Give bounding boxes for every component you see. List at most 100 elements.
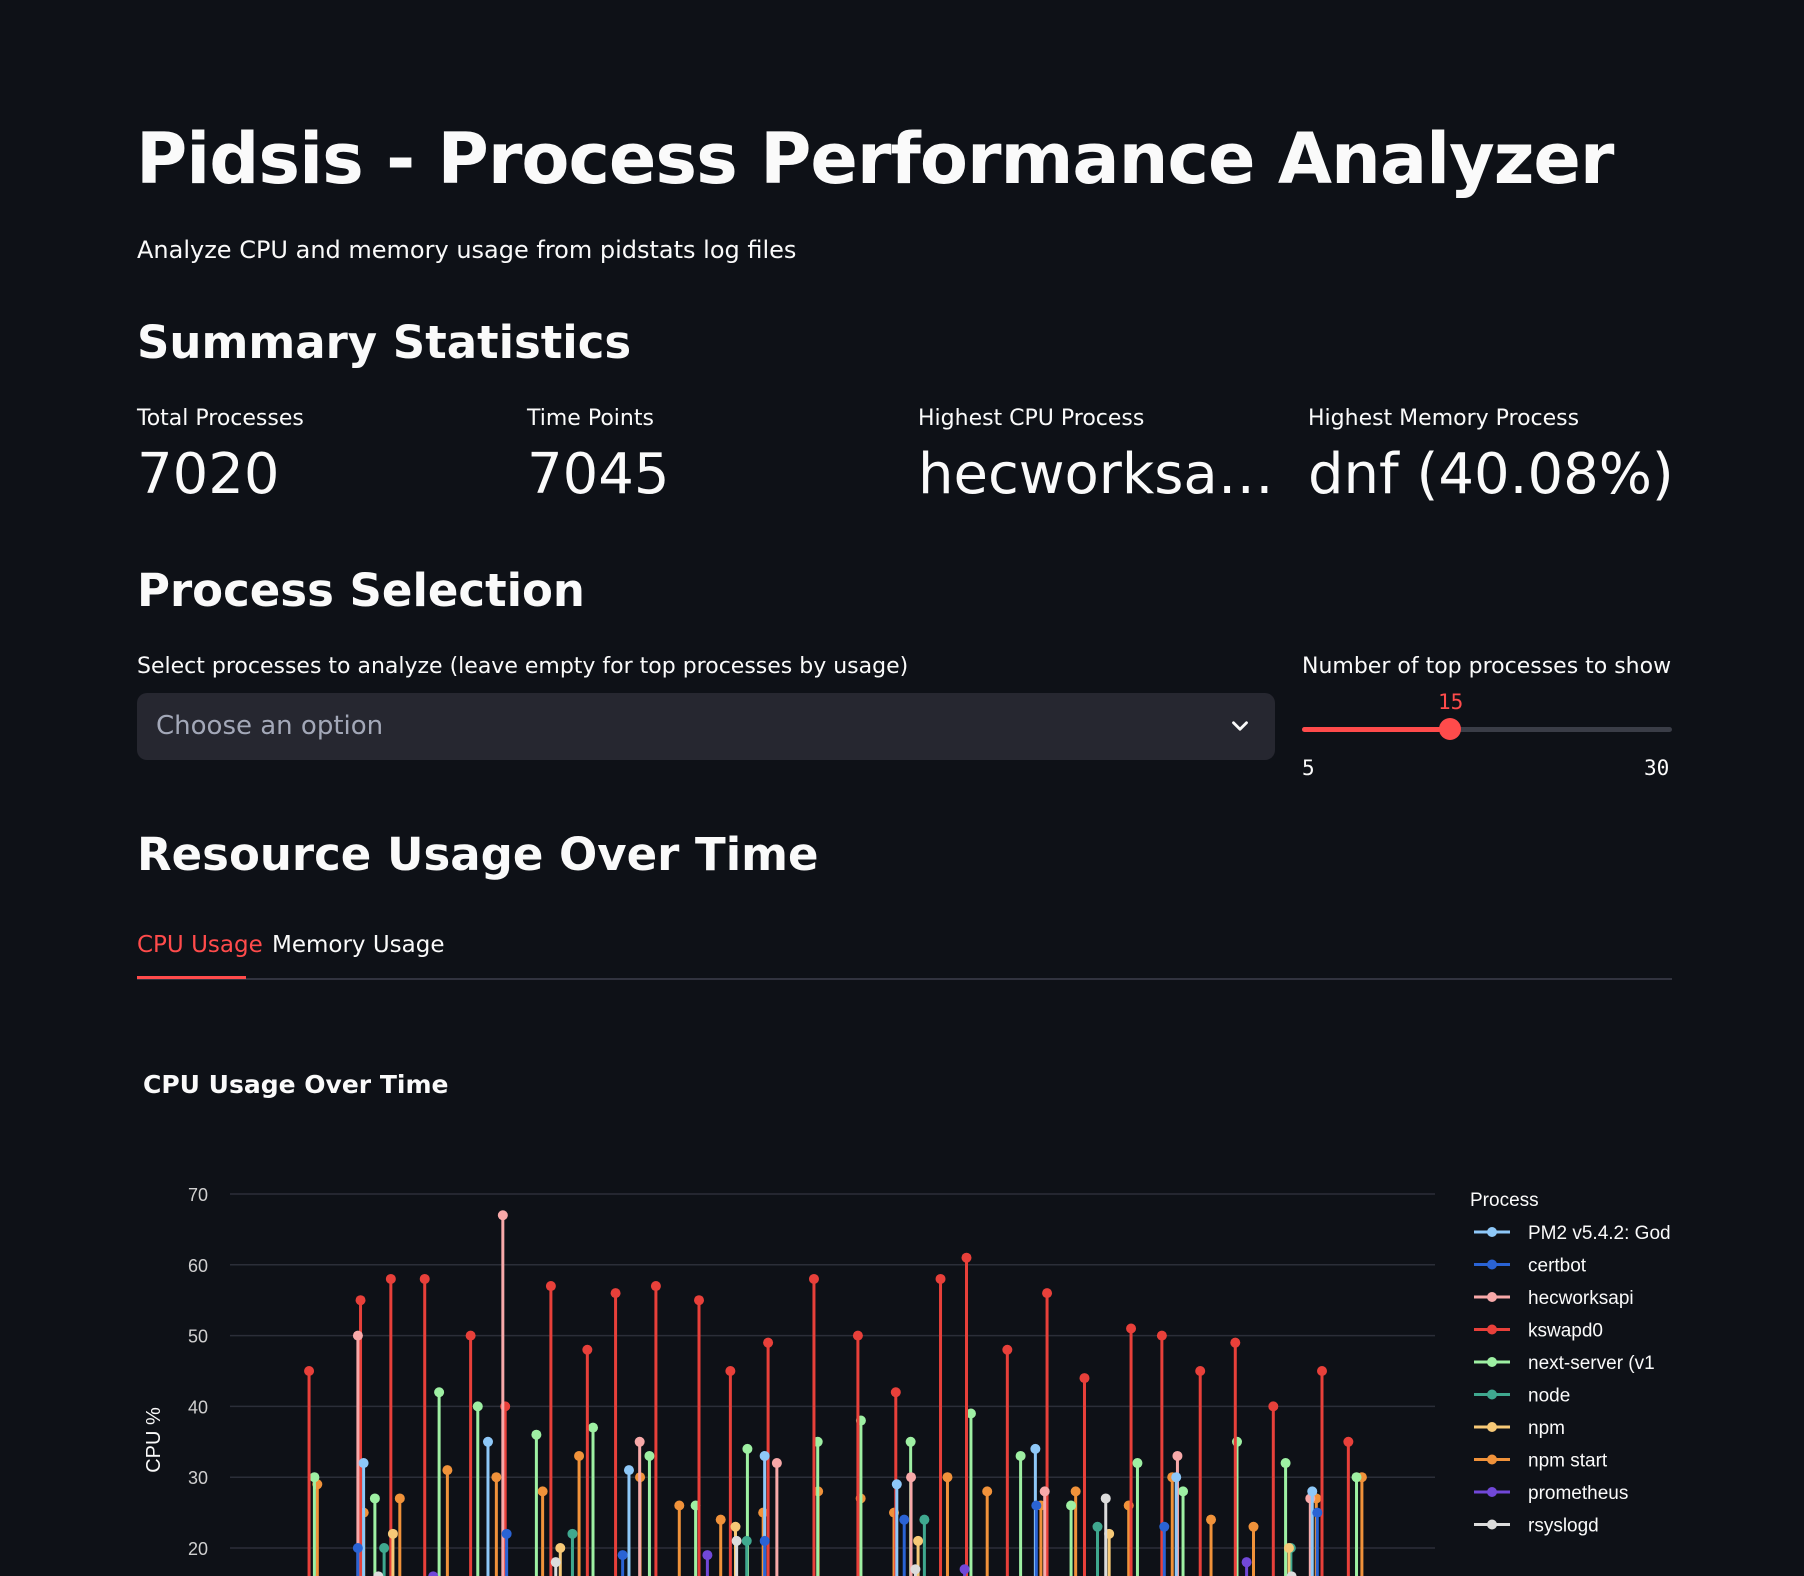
legend-item-label: npm start [1528,1451,1608,1472]
data-point [935,1273,946,1284]
data-point [582,1344,593,1355]
data-point [771,1458,782,1469]
data-point [982,1486,993,1497]
data-point [1230,1337,1241,1348]
tab-memory-usage[interactable]: Memory Usage [272,932,445,958]
metric-value-total-processes: 7020 [137,442,280,507]
data-point [1039,1486,1050,1497]
data-point [725,1366,736,1376]
y-tick-label: 60 [188,1256,208,1276]
data-point [1206,1514,1217,1525]
data-point [910,1564,921,1575]
legend-swatch-dot [1487,1487,1497,1497]
data-point [472,1401,483,1412]
data-point [1079,1373,1090,1384]
tab-divider [137,978,1672,980]
data-point [531,1429,542,1440]
data-point [1232,1436,1243,1447]
cpu-usage-chart[interactable]: 20 30 40 50 60 70 CPU % Process PM2 v5.4.2: God c… [130,1150,1680,1576]
data-point [369,1493,380,1504]
slider-thumb[interactable] [1439,718,1461,740]
data-point [567,1528,578,1539]
slider-fill [1302,727,1450,732]
legend-item-label: kswapd0 [1528,1321,1603,1342]
metric-value-highest-cpu: hecworksa… [918,442,1274,507]
data-point [1283,1543,1294,1553]
data-point [1286,1571,1297,1576]
data-point [465,1330,476,1341]
active-tab-indicator [137,976,246,979]
data-point [545,1281,556,1292]
process-multiselect[interactable]: Choose an option [137,693,1275,760]
data-point [942,1472,953,1483]
metric-label-time-points: Time Points [527,406,654,431]
metric-label-highest-cpu: Highest CPU Process [918,406,1145,431]
data-point [419,1273,430,1284]
data-point [1241,1557,1252,1568]
legend-swatch-dot [1487,1422,1497,1432]
data-point [1092,1521,1103,1532]
data-point [442,1465,453,1476]
data-point [434,1387,445,1398]
legend-swatch-dot [1487,1357,1497,1367]
legend-swatch-dot [1487,1389,1497,1400]
legend-swatch-dot [1487,1454,1497,1465]
legend-swatch-dot [1487,1259,1497,1270]
metric-label-highest-memory: Highest Memory Process [1308,406,1580,431]
data-point [550,1557,561,1568]
data-point [899,1514,910,1525]
legend-item-label: node [1528,1386,1570,1407]
data-point [890,1387,901,1398]
y-tick-label: 20 [188,1539,208,1559]
summary-heading: Summary Statistics [137,316,632,369]
data-point [428,1571,439,1576]
data-point [1015,1450,1026,1461]
data-point [1002,1344,1013,1355]
data-point [959,1564,970,1575]
data-point [808,1273,819,1284]
data-point [387,1528,398,1539]
data-point [1030,1443,1041,1454]
data-point [965,1408,976,1419]
data-point [1156,1330,1167,1341]
y-tick-label: 50 [188,1327,208,1347]
data-point [759,1450,770,1461]
data-point [759,1535,770,1546]
data-point [1159,1521,1170,1532]
data-point [1100,1493,1111,1504]
metric-value-highest-memory: dnf (40.08%) [1308,442,1674,507]
data-point [1031,1500,1042,1511]
data-point [1195,1366,1206,1376]
data-point [1248,1521,1259,1532]
process-selection-heading: Process Selection [137,564,585,617]
multiselect-label: Select processes to analyze (leave empty… [137,654,909,679]
y-axis-label: CPU % [143,1407,165,1473]
data-point [497,1210,508,1221]
chevron-down-icon[interactable] [1227,713,1253,739]
y-tick-label: 70 [188,1185,208,1205]
tab-cpu-usage[interactable]: CPU Usage [137,932,263,958]
data-point [634,1436,645,1447]
page-subtitle: Analyze CPU and memory usage from pidsta… [137,236,797,264]
data-point [1042,1288,1053,1299]
data-point [731,1535,742,1546]
data-point [1351,1472,1362,1483]
data-point [610,1288,621,1299]
data-point [763,1337,774,1348]
data-point [352,1330,363,1341]
data-point [1066,1500,1077,1511]
page-title: Pidsis - Process Performance Analyzer [136,118,1614,200]
data-point [617,1550,628,1561]
data-point [482,1436,493,1447]
legend-item-label: npm [1528,1418,1565,1439]
data-point [891,1479,902,1490]
data-point [1132,1458,1143,1469]
y-tick-label: 30 [188,1468,208,1488]
data-point [715,1514,726,1525]
top-processes-slider[interactable] [1302,718,1672,740]
data-point [906,1472,917,1483]
data-point [352,1543,363,1553]
data-point [394,1493,405,1504]
data-point [1280,1458,1291,1469]
data-point [674,1500,685,1511]
